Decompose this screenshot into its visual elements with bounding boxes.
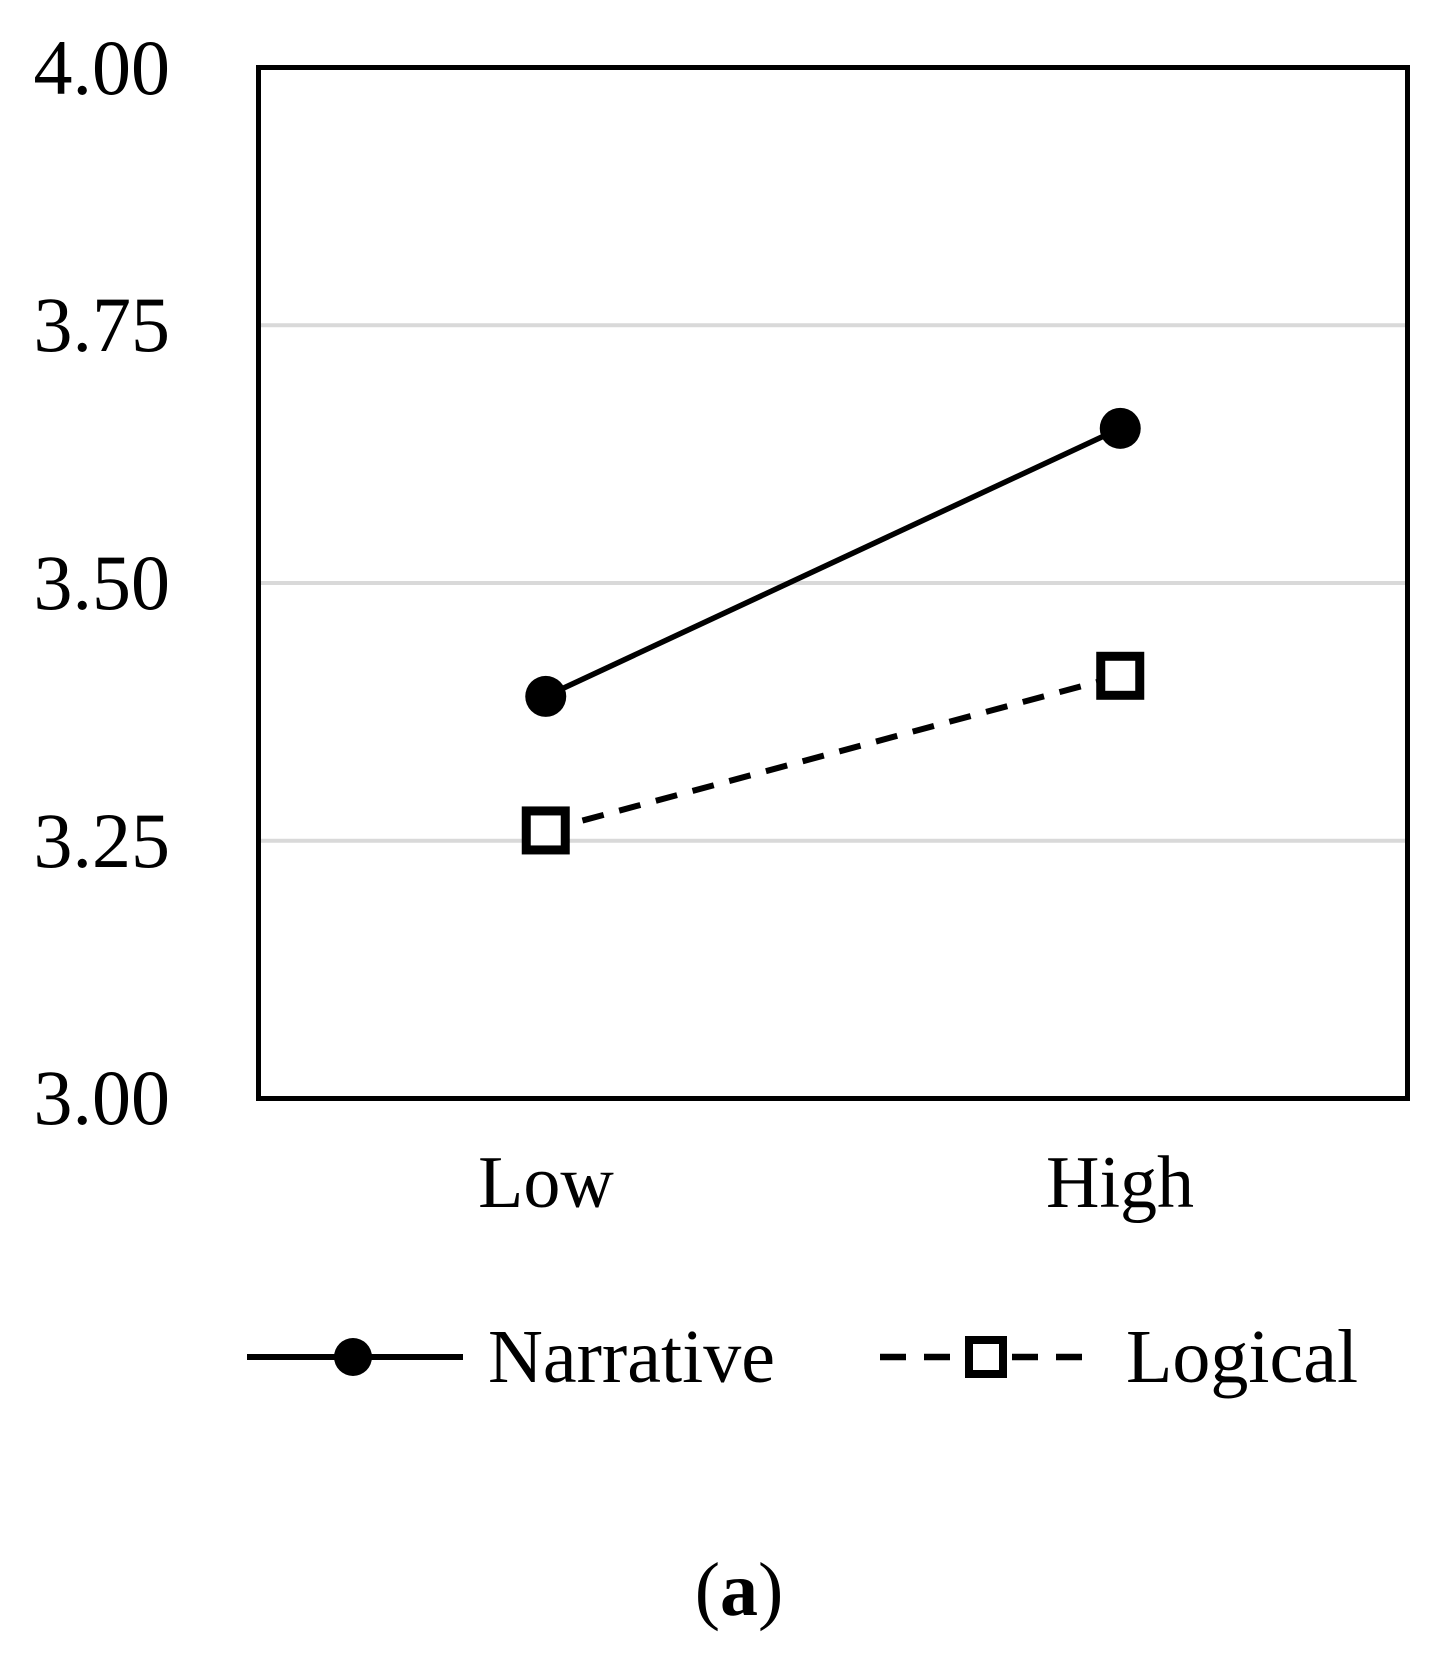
y-tick-label-3.00: 3.00: [33, 1054, 171, 1141]
marker-logical-high: [1096, 651, 1145, 700]
narrative-series-swatch-icon: [247, 1338, 463, 1376]
x-tick-label-high: High: [1046, 1142, 1194, 1224]
logical-series-swatch-icon: [880, 1336, 1091, 1378]
y-tick-label-3.75: 3.75: [33, 281, 171, 368]
series-line-narrative: [544, 425, 1122, 699]
x-tick-label-low: Low: [478, 1142, 614, 1224]
marker-logical-low: [521, 806, 570, 855]
legend-label-narrative: Narrative: [488, 1315, 775, 1399]
figure-caption: (a): [539, 1540, 939, 1640]
y-tick-label-4.00: 4.00: [33, 24, 171, 111]
marker-narrative-high: [1099, 407, 1141, 449]
plot-area: [256, 65, 1410, 1101]
y-tick-label-3.50: 3.50: [33, 539, 171, 626]
plot-border: [256, 65, 1410, 1101]
legend-label-logical: Logical: [1126, 1315, 1359, 1399]
series-line-logical: [544, 672, 1122, 834]
marker-narrative-low: [525, 675, 567, 717]
caption-open-paren: (: [694, 1548, 720, 1632]
caption-close-paren: ): [758, 1548, 784, 1632]
caption-letter: a: [720, 1548, 758, 1632]
narrative-legend-marker: [334, 1338, 372, 1376]
y-tick-label-3.25: 3.25: [33, 797, 171, 884]
logical-legend-marker: [965, 1336, 1007, 1378]
